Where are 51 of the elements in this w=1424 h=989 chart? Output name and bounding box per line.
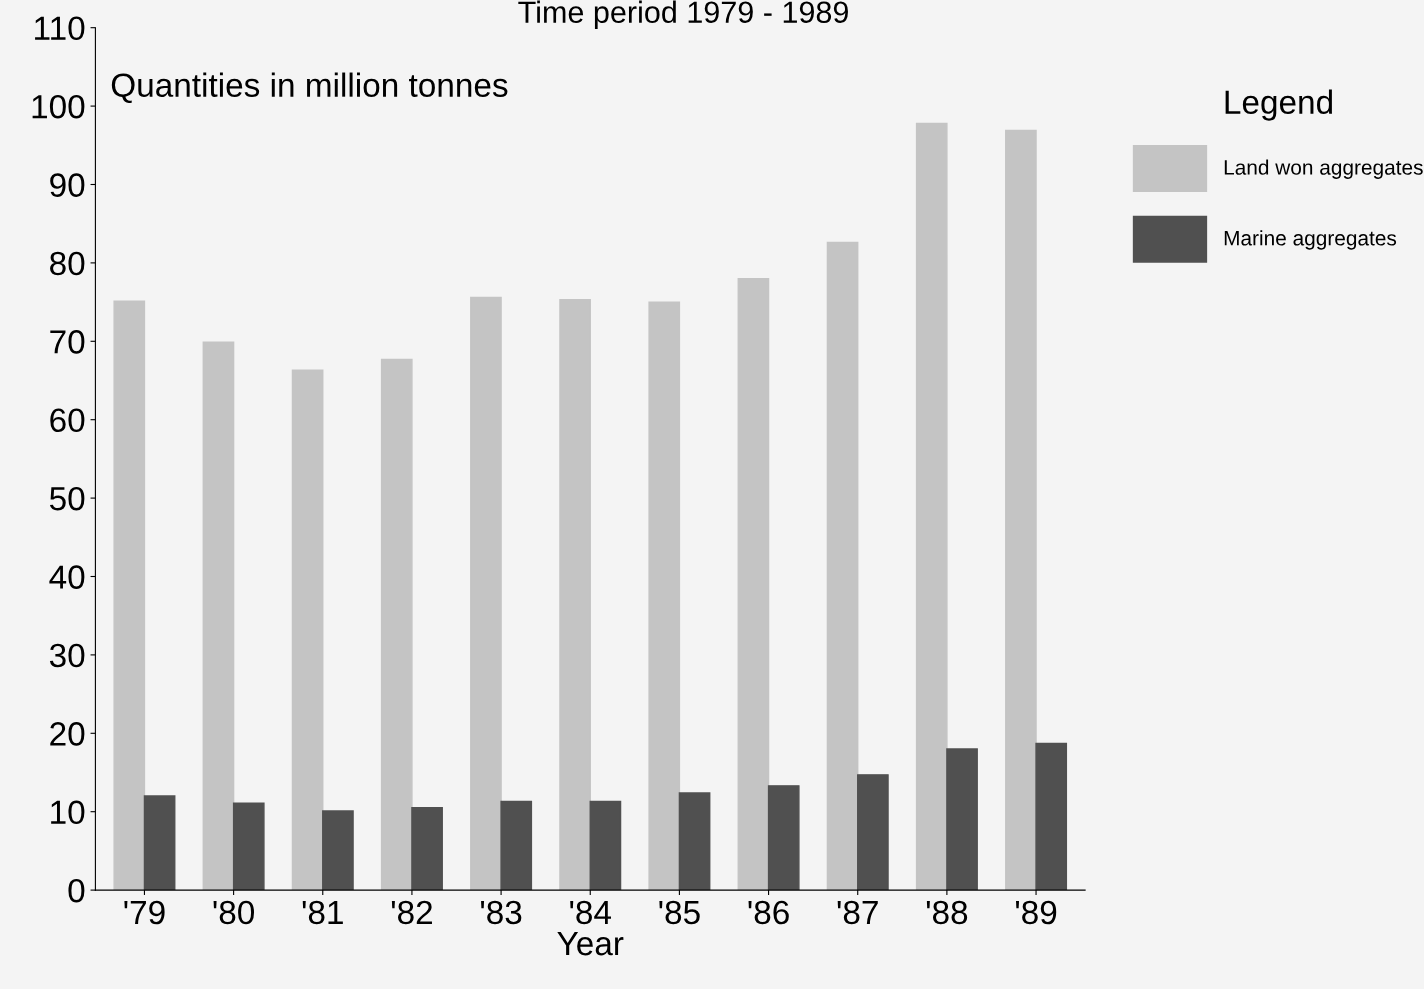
bar bbox=[232, 802, 265, 891]
legend-label: Marine aggregates bbox=[1224, 230, 1397, 250]
bar bbox=[857, 774, 889, 891]
x-tick-label: '80 bbox=[213, 900, 255, 925]
bar bbox=[737, 277, 770, 891]
y-tick-label: 70 bbox=[50, 330, 85, 354]
bar bbox=[113, 300, 146, 891]
bar bbox=[143, 795, 176, 891]
x-axis-title: Year bbox=[557, 932, 624, 956]
bar bbox=[470, 296, 502, 891]
x-tick-label: '86 bbox=[748, 900, 789, 925]
bar bbox=[915, 122, 948, 891]
legend-label: Land won aggregates bbox=[1224, 159, 1423, 179]
chart-title: Time period 1979 - 1989 bbox=[518, 0, 848, 30]
y-tick-label: 20 bbox=[50, 722, 85, 746]
bar bbox=[322, 810, 354, 891]
x-tick-label: '89 bbox=[1016, 900, 1057, 925]
y-tick-label: 100 bbox=[32, 94, 85, 119]
bar bbox=[291, 369, 324, 891]
bar bbox=[767, 785, 800, 891]
x-tick-label: '88 bbox=[926, 900, 968, 925]
x-tick-label: '83 bbox=[481, 900, 522, 925]
y-tick-label: 80 bbox=[50, 251, 85, 276]
y-tick-label: 60 bbox=[50, 408, 85, 433]
bar bbox=[411, 807, 443, 891]
y-tick-label: 10 bbox=[51, 800, 85, 825]
bar bbox=[946, 748, 978, 891]
y-tick-label: 30 bbox=[49, 643, 85, 668]
bar bbox=[1005, 129, 1037, 891]
y-tick-label: 0 bbox=[68, 878, 85, 903]
bar bbox=[826, 241, 859, 891]
x-tick-label: '82 bbox=[391, 900, 432, 925]
bar bbox=[589, 800, 622, 891]
y-tick-label: 40 bbox=[49, 565, 85, 589]
annotation: Quantities in million tonnes bbox=[111, 72, 508, 103]
bar bbox=[559, 299, 591, 891]
x-tick-label: '84 bbox=[570, 900, 611, 925]
bar bbox=[1035, 742, 1068, 891]
bar bbox=[380, 358, 413, 891]
bar bbox=[678, 792, 711, 891]
bar bbox=[202, 341, 235, 891]
bar bbox=[648, 301, 681, 891]
y-tick-label: 90 bbox=[50, 173, 85, 197]
x-tick-label: '87 bbox=[837, 900, 878, 925]
bar bbox=[500, 800, 533, 891]
x-tick-label: '81 bbox=[302, 900, 343, 925]
x-tick-label: '79 bbox=[124, 900, 165, 925]
y-tick-label: 50 bbox=[49, 486, 85, 511]
x-tick-label: '85 bbox=[659, 900, 700, 925]
y-tick-label: 110 bbox=[35, 16, 85, 41]
legend-title: Legend bbox=[1225, 89, 1332, 121]
